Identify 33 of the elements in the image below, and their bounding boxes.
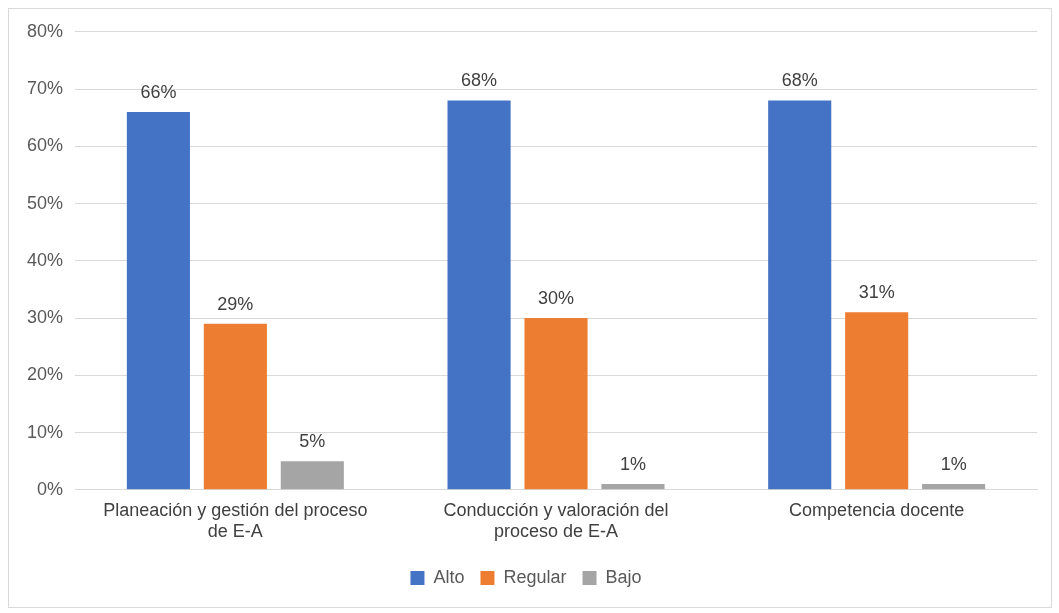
bar <box>280 461 344 490</box>
y-tick-label: 80% <box>27 20 64 41</box>
y-tick-label: 0% <box>37 478 64 499</box>
y-tick-label: 20% <box>27 364 64 385</box>
data-label: 29% <box>217 293 254 314</box>
data-label: 31% <box>858 282 895 303</box>
legend-label: Bajo <box>605 566 642 587</box>
data-label: 30% <box>538 288 575 309</box>
bar <box>126 111 190 490</box>
x-tick-label: Conducción y valoración del proceso de E-A <box>443 499 669 542</box>
data-label: 1% <box>619 454 646 475</box>
y-tick-label: 70% <box>27 78 64 99</box>
bar <box>845 312 909 490</box>
legend-label: Alto <box>433 566 465 587</box>
legend-label: Regular <box>503 566 567 587</box>
x-tick-label: Planeación y gestión del proceso de E-A <box>103 499 368 542</box>
y-tick-label: 40% <box>27 249 64 270</box>
bar <box>447 100 511 490</box>
data-label: 68% <box>461 70 498 91</box>
bar <box>524 318 588 490</box>
data-label: 66% <box>140 81 177 102</box>
bar <box>601 484 665 490</box>
y-tick-label: 50% <box>27 192 64 213</box>
y-tick-label: 60% <box>27 135 64 156</box>
y-tick-label: 10% <box>27 421 64 442</box>
x-tick-label: Competencia docente <box>789 499 965 520</box>
bar <box>922 484 986 490</box>
data-label: 5% <box>299 431 326 452</box>
bar <box>768 100 832 490</box>
data-label: 68% <box>781 70 818 91</box>
data-label: 1% <box>940 454 967 475</box>
y-tick-label: 30% <box>27 307 64 328</box>
bar <box>203 323 267 490</box>
